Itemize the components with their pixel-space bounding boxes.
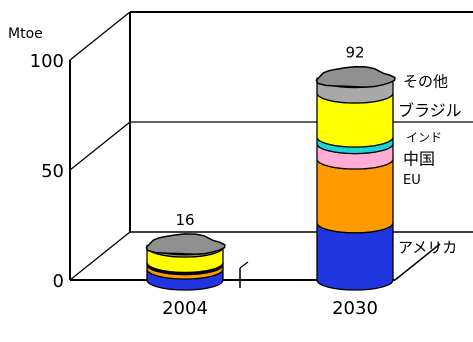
bars-layer	[145, 65, 396, 291]
y-depth-line-0	[69, 231, 131, 281]
bar-top-cap-2030	[315, 65, 396, 88]
total-label-2030: 92	[345, 44, 364, 62]
x-tick-label-2004: 2004	[162, 298, 208, 319]
y-depth-line-100	[69, 11, 131, 61]
y-tick-label-0: 0	[53, 271, 64, 292]
series-label-4: ブラジル	[398, 101, 462, 120]
x-divider-depth	[239, 261, 249, 269]
series-label-0: アメリカ	[398, 238, 457, 256]
y-tick-label-50: 50	[41, 161, 64, 182]
y-depth-line-50	[69, 121, 131, 171]
bar-segment-2030-1	[316, 158, 394, 234]
series-label-1: EU	[403, 173, 421, 188]
total-label-2004: 16	[175, 211, 194, 229]
bar-stack-2004	[145, 233, 226, 291]
x-tick-label-2030: 2030	[332, 298, 378, 319]
y-axis-unit: Mtoe	[8, 26, 43, 42]
floor-right-edge	[394, 243, 441, 281]
bar-stack-2030	[315, 65, 396, 291]
series-label-2: 中国	[403, 149, 435, 168]
bar-top-cap-2004	[145, 233, 226, 256]
labels-layer: 0 50 100 Mtoe 2004 2030 16 92 アメリカ EU 中国 インド ブラジル その他	[8, 26, 462, 319]
series-label-5: その他	[403, 72, 448, 90]
back-wall	[129, 11, 473, 232]
y-tick-label-100: 100	[30, 51, 64, 72]
series-label-3: インド	[406, 130, 442, 144]
chart-frame	[69, 11, 473, 288]
